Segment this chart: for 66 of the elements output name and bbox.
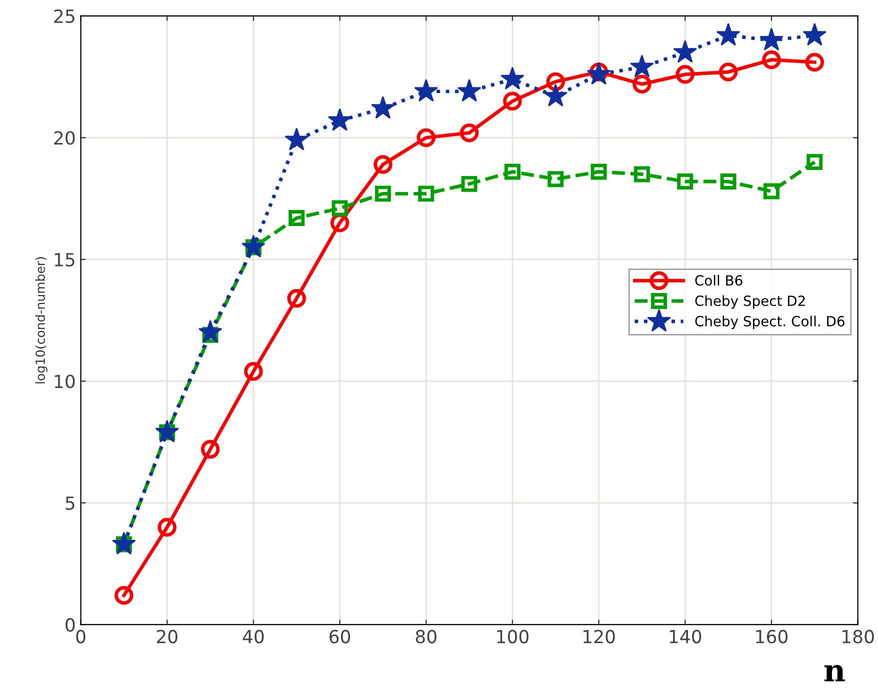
point [198,320,222,343]
point [677,174,694,190]
point [630,54,654,78]
point [503,92,522,111]
x-tick-label: 140 [670,630,702,644]
point [632,74,652,94]
x-tick-label: 100 [497,630,528,644]
legend-label: Cheby Spect D2 [695,295,805,309]
y-tick-label: 5 [66,496,74,510]
point [762,50,781,70]
y-tick-label: 0 [66,618,75,632]
x-tick-label: 20 [156,630,178,644]
point [200,440,220,459]
point [374,155,392,174]
legend-label: Coll B6 [695,274,742,286]
y-tick-label: 15 [54,253,74,267]
point [287,288,306,308]
x-tick-label: 80 [416,630,436,644]
point [590,164,607,180]
point [802,22,827,46]
point [158,518,176,537]
point [288,210,305,226]
point [716,22,740,46]
point [328,108,352,131]
point [371,96,395,119]
point [112,532,136,555]
point [544,84,568,107]
point [720,174,736,190]
point [418,186,434,202]
point [805,52,824,72]
point [414,78,438,102]
point [374,186,391,202]
x-tick-label: 40 [242,630,264,644]
point [457,78,482,102]
point [461,176,478,192]
point [546,72,565,92]
point [460,123,479,142]
legend-label: Cheby Spect. Coll. D6 [695,316,844,330]
y-axis-title: log10(cond-number) [35,257,48,384]
point [586,62,611,85]
point [504,164,520,180]
point [676,65,695,84]
point [332,200,348,216]
point [634,166,650,182]
y-tick-label: 25 [54,9,74,24]
point [244,362,263,381]
x-axis-title: n [824,665,845,682]
point [114,586,134,605]
y-tick-label: 10 [54,374,75,388]
y-tick-label: 20 [54,131,75,145]
point [673,40,698,63]
point [806,154,823,170]
x-tick-label: 120 [584,630,615,644]
x-tick-label: 180 [842,630,874,644]
point [416,128,436,148]
point [763,183,780,200]
x-tick-label: 0 [76,630,86,644]
x-tick-label: 60 [330,630,350,644]
point [718,62,738,82]
point [760,28,784,51]
point [155,420,180,443]
point [242,234,266,258]
point [284,128,309,150]
point [548,171,564,188]
x-tick-label: 160 [756,630,788,644]
point [500,66,524,90]
